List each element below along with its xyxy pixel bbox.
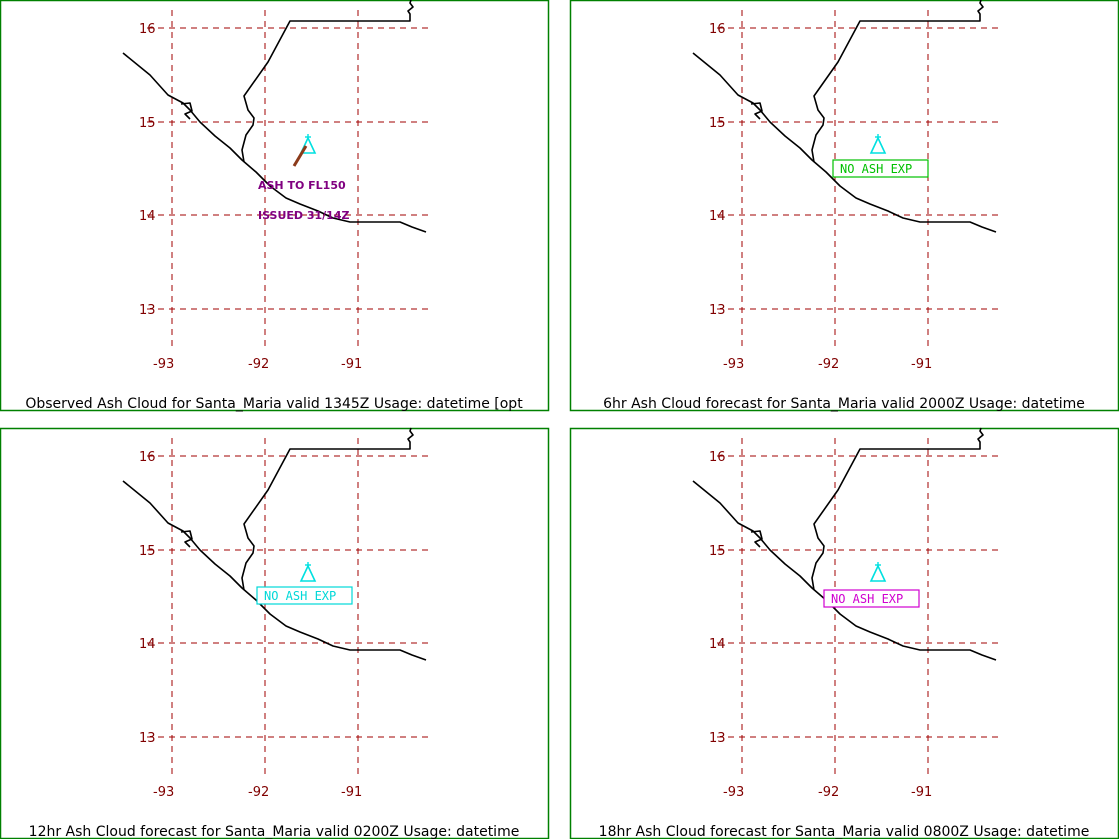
no-ash-box (256, 586, 353, 605)
lon-tick-label: -93 (153, 357, 174, 372)
lon-tick-label: -91 (911, 357, 932, 372)
volcano-triangle-icon (869, 134, 887, 154)
border-line (811, 427, 984, 591)
lat-tick-label: 14 (139, 209, 156, 224)
lon-tick-label: -93 (153, 785, 174, 800)
lon-tick-label: -91 (911, 785, 932, 800)
lat-tick-label: 13 (139, 731, 156, 746)
panel-caption: 12hr Ash Cloud forecast for Santa_Maria … (29, 824, 520, 839)
ash-annotation: ASH TO FL150 (258, 179, 346, 192)
border-line (241, 0, 414, 163)
lon-tick-label: -92 (248, 785, 269, 800)
lat-tick-label: 13 (709, 731, 726, 746)
lat-tick-label: 13 (709, 303, 726, 318)
no-ash-box (832, 159, 929, 178)
lat-tick-label: 16 (139, 22, 156, 37)
coast-detail (180, 102, 193, 120)
lon-tick-label: -92 (248, 357, 269, 372)
lat-tick-label: 15 (139, 116, 156, 131)
border-line (811, 0, 984, 163)
lat-tick-label: 14 (709, 209, 726, 224)
lat-tick-label: 16 (709, 22, 726, 37)
map-panel: 16 15 14 13 -93 -92 -91 NO ASH EXP 6hr Ash Cloud… (569, 0, 1119, 412)
lat-tick-label: 16 (709, 450, 726, 465)
lat-tick-label: 15 (139, 544, 156, 559)
lat-tick-label: 14 (709, 637, 726, 652)
lat-tick-label: 15 (709, 116, 726, 131)
ash-annotation: ISSUED 31/14Z (258, 209, 349, 222)
panel-frame (569, 0, 1119, 412)
no-ash-label: NO ASH EXP (831, 592, 903, 606)
border-line (241, 427, 414, 591)
panel-frame (569, 427, 1119, 839)
coast-detail (750, 102, 763, 120)
lon-tick-label: -91 (341, 785, 362, 800)
volcano-triangle-icon (299, 134, 317, 154)
lat-tick-label: 14 (139, 637, 156, 652)
panel-caption: 18hr Ash Cloud forecast for Santa_Maria … (599, 824, 1090, 839)
map-panel: 16 15 14 13 -93 -92 -91 NO ASH EXP 12hr Ash Clou… (0, 427, 550, 839)
lon-tick-label: -92 (818, 357, 839, 372)
panel-frame (0, 427, 550, 839)
panel-frame (0, 0, 550, 412)
lon-tick-label: -93 (723, 357, 744, 372)
lon-tick-label: -93 (723, 785, 744, 800)
panel-caption: 6hr Ash Cloud forecast for Santa_Maria v… (603, 396, 1085, 412)
lat-tick-label: 13 (139, 303, 156, 318)
map-panel: 16 15 14 13 -93 -92 -91 NO ASH EXP 18hr Ash Clou… (569, 427, 1119, 839)
lat-tick-label: 16 (139, 450, 156, 465)
no-ash-label: NO ASH EXP (840, 162, 912, 176)
ash-plume (292, 145, 308, 167)
no-ash-box (823, 589, 920, 608)
panel-caption: Observed Ash Cloud for Santa_Maria valid… (25, 396, 523, 412)
lat-tick-label: 15 (709, 544, 726, 559)
lon-tick-label: -92 (818, 785, 839, 800)
map-panel: 16 15 14 13 -93 -92 -91 ASH TO FL150 ISSUED 31/1… (0, 0, 550, 412)
coast-detail (180, 530, 193, 548)
lon-tick-label: -91 (341, 357, 362, 372)
volcano-triangle-icon (869, 562, 887, 582)
volcano-triangle-icon (299, 562, 317, 582)
no-ash-label: NO ASH EXP (264, 589, 336, 603)
coast-detail (750, 530, 763, 548)
